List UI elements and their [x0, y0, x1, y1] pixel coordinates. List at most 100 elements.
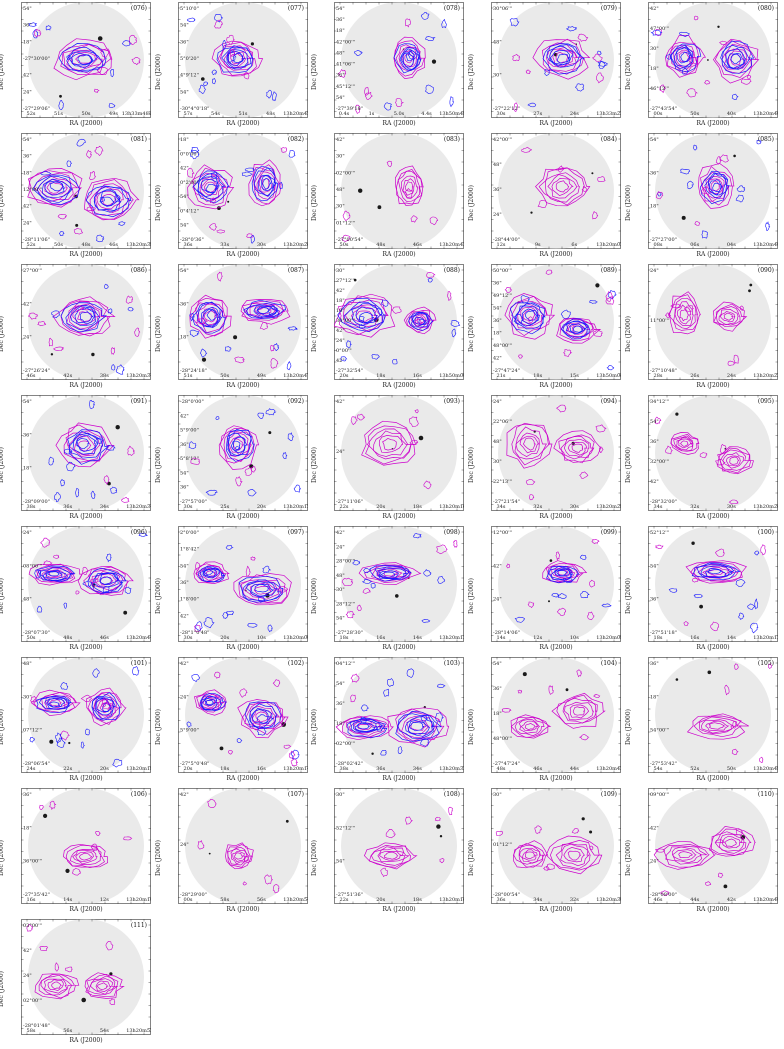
ra-tick-label: 32s	[533, 504, 542, 510]
noise-contour-blue	[562, 576, 574, 584]
noise-contour-magenta	[244, 467, 253, 476]
radio-contour-magenta	[237, 699, 289, 739]
radio-contour-magenta	[522, 849, 538, 861]
noise-contour-magenta	[127, 445, 136, 456]
ra-tick-label: 08s	[654, 242, 663, 248]
dec-tick-label: 30"	[493, 73, 502, 79]
noise-contour-blue	[186, 721, 192, 728]
radio-contour-blue	[227, 432, 246, 457]
noise-contour-blue	[381, 299, 389, 307]
ra-axis-label: RA (J2000)	[382, 513, 416, 520]
dec-axis-label: Dec (J2000)	[625, 709, 632, 745]
radio-contour-magenta	[670, 433, 700, 452]
radio-contour-magenta	[547, 174, 578, 199]
optical-source	[395, 594, 399, 598]
dec-tick-label: 0°4'12"	[180, 208, 199, 214]
optical-background	[498, 133, 614, 249]
noise-contour-magenta	[527, 601, 535, 608]
radio-contour-blue	[549, 44, 581, 68]
radio-contour-blue	[226, 49, 249, 69]
figure-panel: (108) 22s 20s 18s 13h20m16s 30" 52°12'" 54" -27°…	[311, 788, 469, 918]
radio-contour-magenta	[249, 706, 278, 729]
noise-contour-magenta	[740, 78, 752, 85]
dec-tick-label: 36"	[650, 439, 659, 445]
ra-axis-label: RA (J2000)	[696, 382, 730, 389]
dec-tick-label: 5°8'12"	[180, 456, 199, 462]
radio-contour-magenta	[676, 437, 694, 451]
dec-tick-label: 12°00'"	[23, 187, 42, 193]
noise-contour-blue	[425, 36, 436, 41]
radio-contour-blue	[542, 43, 586, 75]
radio-contour-magenta	[545, 172, 580, 203]
radio-contour-magenta	[47, 979, 64, 991]
noise-contour-magenta	[86, 149, 92, 159]
noise-contour-blue	[386, 678, 394, 687]
noise-contour-magenta	[768, 663, 772, 669]
ra-tick-label: 20s	[184, 766, 193, 772]
noise-contour-blue	[693, 594, 704, 599]
dec-tick-label: 42"	[180, 413, 189, 419]
noise-contour-blue	[203, 81, 209, 87]
noise-contour-magenta	[654, 416, 662, 425]
radio-contour-magenta	[201, 306, 218, 326]
noise-contour-magenta	[597, 176, 606, 182]
noise-contour-magenta	[693, 15, 699, 21]
noise-contour-magenta	[362, 588, 371, 594]
noise-contour-magenta	[103, 475, 110, 485]
panel-id: (086)	[131, 267, 147, 274]
noise-contour-blue	[234, 446, 241, 451]
noise-contour-blue	[203, 616, 215, 629]
radio-contour-magenta	[678, 851, 693, 859]
noise-contour-magenta	[528, 494, 535, 501]
ra-tick-label: 13h33m48s42s	[122, 111, 151, 117]
dec-tick-label: 30"	[650, 46, 659, 52]
optical-source	[115, 425, 120, 430]
noise-contour-magenta	[341, 577, 354, 586]
radio-contour-magenta	[46, 182, 63, 194]
noise-contour-magenta	[195, 561, 201, 571]
noise-contour-blue	[589, 300, 598, 304]
noise-contour-magenta	[405, 816, 414, 825]
noise-contour-blue	[520, 294, 530, 304]
noise-contour-blue	[29, 737, 35, 743]
radio-contour-magenta	[72, 849, 98, 865]
panel-id: (090)	[758, 267, 774, 274]
radio-contour-blue	[254, 583, 270, 593]
ra-tick-label: 0.4s	[339, 111, 350, 117]
noise-contour-magenta	[525, 479, 536, 485]
figure-panel: (090) 28s 26s 24s 13h20m22s 24" 11°00'" -27°10'…	[625, 264, 783, 394]
noise-contour-blue	[420, 11, 430, 20]
optical-background	[655, 264, 771, 380]
dec-tick-label: 08°00'"	[23, 563, 42, 569]
radio-contour-magenta	[77, 566, 134, 596]
noise-contour-blue	[509, 18, 520, 27]
dec-axis-label: Dec (J2000)	[311, 185, 318, 221]
ra-tick-label: 54s	[211, 111, 220, 117]
dec-tick-label: 0°2'00"	[180, 180, 199, 186]
noise-contour-blue	[279, 181, 283, 190]
ra-tick-label: 13h20m42s	[439, 242, 464, 248]
radio-contour-blue	[67, 429, 109, 465]
radio-contour-magenta	[398, 46, 418, 68]
noise-contour-blue	[189, 312, 195, 322]
dec-tick-label: 18"	[336, 721, 345, 727]
noise-contour-magenta	[42, 560, 53, 566]
radio-contour-magenta	[217, 41, 257, 76]
ra-axis-label: RA (J2000)	[69, 513, 103, 520]
radio-contour-magenta	[203, 310, 216, 323]
radio-contour-magenta	[665, 34, 707, 78]
noise-contour-blue	[110, 68, 115, 78]
ra-tick-label: 48s	[376, 242, 385, 248]
noise-contour-magenta	[280, 147, 287, 153]
radio-contour-magenta	[545, 835, 603, 875]
noise-contour-magenta	[385, 828, 396, 839]
noise-contour-magenta	[134, 327, 141, 337]
radio-contour-blue	[691, 562, 741, 581]
noise-contour-magenta	[342, 210, 351, 222]
optical-source	[97, 36, 103, 41]
dec-tick-label: -27°11'06"	[336, 499, 363, 505]
radio-contour-magenta	[393, 40, 425, 77]
ra-tick-label: 9s	[535, 242, 541, 248]
ra-axis-label: RA (J2000)	[696, 513, 730, 520]
dec-tick-label: 24"	[650, 859, 659, 865]
